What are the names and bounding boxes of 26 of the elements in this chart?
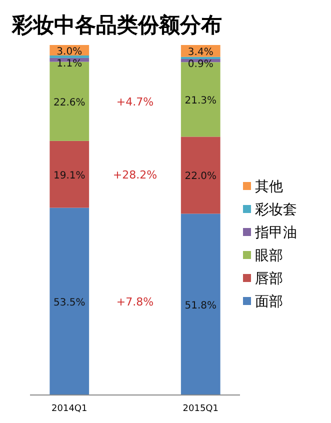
data-label: 53.5% [53, 297, 86, 308]
data-label: 19.1% [53, 170, 86, 182]
annotation: +28.2% [112, 168, 158, 182]
legend-label: 面部 [255, 294, 283, 310]
data-label: 51.8% [184, 300, 217, 312]
legend-label: 其他 [255, 179, 283, 195]
chart-title: 彩妆中各品类份额分布 [11, 12, 222, 37]
x-tick-label: 2015Q1 [182, 404, 218, 414]
annotation: +4.7% [116, 95, 154, 108]
data-label: 21.3% [184, 95, 217, 106]
data-label: 22.0% [184, 171, 217, 182]
data-label: 0.9% [188, 58, 214, 70]
data-label: 3.4% [188, 46, 214, 58]
bar [180, 136, 220, 214]
legend-label: 彩妆套 [255, 202, 297, 218]
legend-label: 指甲油 [254, 225, 297, 241]
annotation: +7.8% [116, 295, 154, 308]
bar [180, 214, 220, 395]
bar [50, 208, 90, 395]
bar [50, 140, 90, 208]
x-tick-label: 2014Q1 [52, 404, 88, 414]
data-label: 1.1% [56, 58, 82, 70]
data-label: 22.6% [53, 97, 86, 108]
legend-label: 唇部 [255, 271, 283, 287]
legend-label: 眼部 [255, 248, 283, 264]
data-label: 3.0% [56, 46, 82, 58]
